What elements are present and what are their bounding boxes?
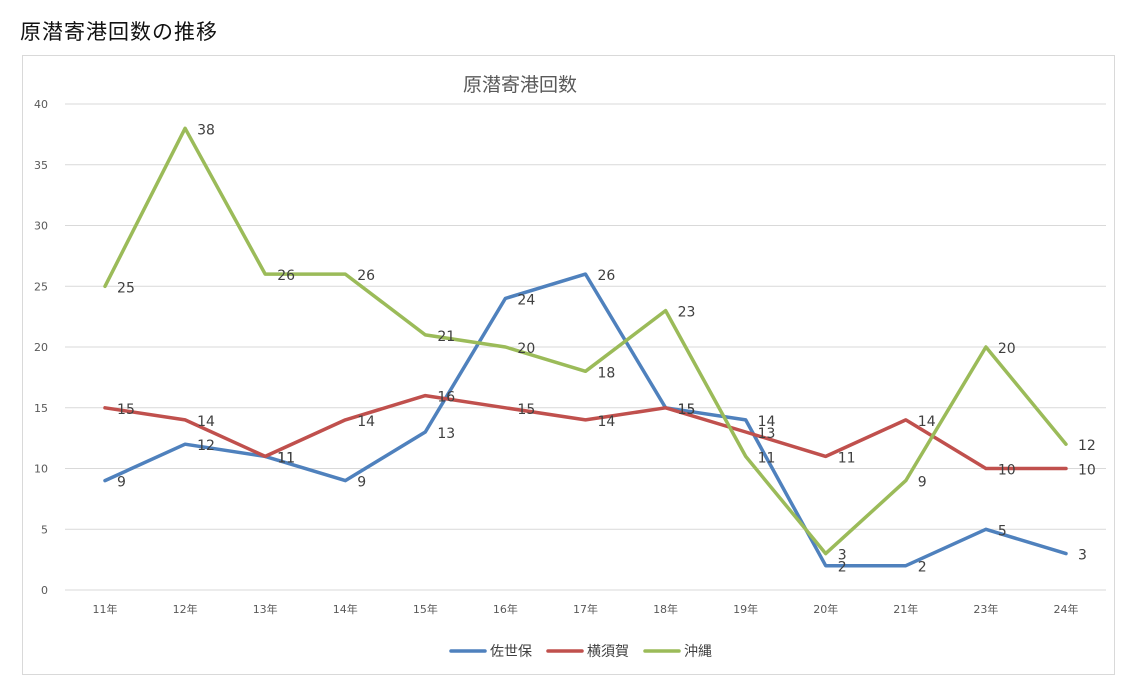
- x-tick-label: 13年: [253, 602, 278, 616]
- data-label: 15: [517, 402, 535, 418]
- data-label: 25: [117, 280, 135, 296]
- data-label: 15: [117, 402, 135, 418]
- series-lines: [103, 126, 1068, 568]
- y-tick-label: 35: [34, 159, 48, 172]
- legend-label: 横須賀: [587, 644, 629, 660]
- x-tick-label: 14年: [333, 602, 358, 616]
- data-label: 14: [357, 414, 375, 430]
- data-label: 26: [357, 268, 375, 284]
- data-label: 16: [437, 390, 455, 406]
- data-label: 9: [117, 475, 126, 491]
- data-label: 23: [678, 305, 696, 321]
- data-label: 11: [277, 450, 295, 466]
- data-label: 24: [517, 292, 535, 308]
- data-label: 3: [838, 548, 847, 564]
- data-label: 11: [277, 450, 295, 466]
- data-label: 12: [197, 438, 215, 454]
- y-tick-label: 20: [34, 341, 48, 354]
- y-tick-label: 25: [34, 280, 48, 293]
- x-tick-label: 16年: [493, 602, 518, 616]
- data-label: 14: [598, 414, 616, 430]
- y-axis-tick-labels: 0 5 10 15 20 25 30 35 40: [34, 98, 48, 597]
- series-line-1: [103, 393, 1068, 471]
- data-label: 11: [838, 450, 856, 466]
- gridlines: [65, 103, 1106, 591]
- x-axis-tick-labels: 11年 12年 13年 14年 15年 16年 17年 18年 19年 20年 21年 23年 24年: [93, 602, 1079, 616]
- x-tick-label: 17年: [573, 602, 598, 616]
- y-tick-label: 30: [34, 220, 48, 233]
- data-label: 14: [918, 414, 936, 430]
- x-tick-label: 18年: [653, 602, 678, 616]
- y-tick-label: 10: [34, 463, 48, 476]
- y-tick-label: 0: [41, 584, 48, 597]
- data-label: 21: [437, 329, 455, 345]
- x-tick-label: 19年: [733, 602, 758, 616]
- page-heading: 原潜寄港回数の推移: [20, 20, 218, 44]
- data-label: 13: [758, 426, 776, 442]
- data-label: 15: [678, 402, 696, 418]
- legend-label: 沖縄: [684, 644, 712, 660]
- data-label: 14: [197, 414, 215, 430]
- x-tick-label: 20年: [813, 602, 838, 616]
- data-label: 20: [517, 341, 535, 357]
- chart-frame: 原潜寄港回数 0 5 10 15 20 25 30 35 40 11年 12年 13年 14年 15年 1…: [22, 55, 1115, 675]
- data-label: 5: [998, 523, 1007, 539]
- legend-label: 佐世保: [490, 644, 532, 660]
- data-label: 3: [1078, 548, 1087, 564]
- data-label: 11: [758, 450, 776, 466]
- data-label: 9: [918, 475, 927, 491]
- x-tick-label: 15年: [413, 602, 438, 616]
- x-tick-label: 21年: [893, 602, 918, 616]
- y-tick-label: 15: [34, 402, 48, 415]
- x-tick-label: 24年: [1053, 602, 1078, 616]
- series-line-2: [103, 126, 1068, 556]
- chart-title: 原潜寄港回数: [463, 74, 577, 96]
- data-label: 9: [357, 475, 366, 491]
- x-tick-label: 23年: [973, 602, 998, 616]
- legend: 佐世保 横須賀 沖縄: [449, 644, 712, 660]
- data-label: 20: [998, 341, 1016, 357]
- y-tick-label: 40: [34, 98, 48, 111]
- data-label: 38: [197, 122, 215, 138]
- x-tick-label: 11年: [93, 602, 118, 616]
- data-label: 26: [598, 268, 616, 284]
- data-label: 18: [598, 365, 616, 381]
- data-label: 2: [838, 560, 847, 576]
- data-label: 15: [678, 402, 696, 418]
- data-label: 13: [437, 426, 455, 442]
- data-label: 10: [1078, 463, 1096, 479]
- data-label: 12: [1078, 438, 1096, 454]
- data-label: 10: [998, 463, 1016, 479]
- x-tick-label: 12年: [173, 602, 198, 616]
- y-tick-label: 5: [41, 523, 48, 536]
- data-label: 2: [918, 560, 927, 576]
- data-label: 14: [758, 414, 776, 430]
- data-label: 26: [277, 268, 295, 284]
